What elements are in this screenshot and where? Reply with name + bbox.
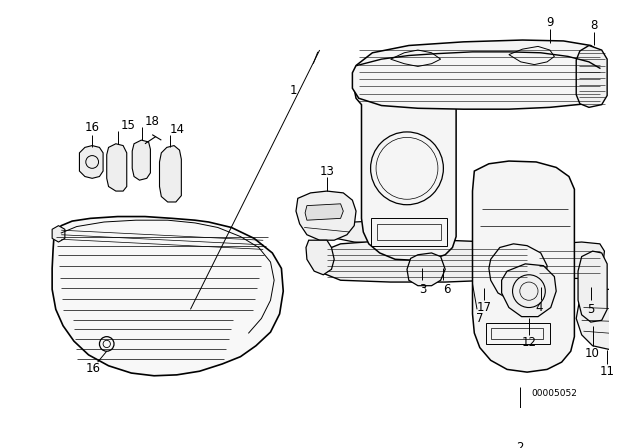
- Text: 13: 13: [319, 164, 334, 177]
- Polygon shape: [354, 82, 456, 260]
- Polygon shape: [306, 240, 334, 275]
- Polygon shape: [316, 240, 536, 282]
- Text: 10: 10: [585, 347, 600, 360]
- Text: 16: 16: [84, 121, 100, 134]
- Text: 8: 8: [590, 19, 597, 32]
- Polygon shape: [327, 220, 436, 244]
- Text: 17: 17: [477, 301, 492, 314]
- Polygon shape: [52, 216, 284, 376]
- Text: 7: 7: [476, 312, 484, 325]
- Text: 9: 9: [546, 16, 554, 29]
- Text: 12: 12: [522, 336, 536, 349]
- Polygon shape: [79, 146, 103, 178]
- Polygon shape: [472, 161, 575, 372]
- Polygon shape: [578, 251, 607, 322]
- Polygon shape: [52, 226, 65, 242]
- Text: 00005052: 00005052: [531, 389, 577, 398]
- Polygon shape: [159, 146, 181, 202]
- Polygon shape: [107, 144, 127, 191]
- Polygon shape: [576, 289, 640, 349]
- Polygon shape: [353, 40, 604, 109]
- Polygon shape: [502, 264, 556, 317]
- Text: 14: 14: [170, 123, 184, 136]
- Text: 4: 4: [535, 301, 543, 314]
- Text: 5: 5: [587, 303, 595, 316]
- Polygon shape: [305, 204, 343, 220]
- Polygon shape: [132, 140, 150, 180]
- Polygon shape: [576, 46, 607, 108]
- Text: 15: 15: [121, 119, 136, 132]
- Text: 6: 6: [444, 283, 451, 296]
- Text: 2: 2: [516, 441, 524, 448]
- Text: 11: 11: [600, 365, 614, 378]
- Polygon shape: [407, 253, 445, 286]
- Text: 16: 16: [86, 362, 100, 375]
- Text: 18: 18: [145, 116, 159, 129]
- Text: 1: 1: [289, 85, 297, 98]
- Polygon shape: [534, 242, 604, 278]
- Polygon shape: [296, 191, 356, 240]
- Text: 3: 3: [419, 283, 426, 296]
